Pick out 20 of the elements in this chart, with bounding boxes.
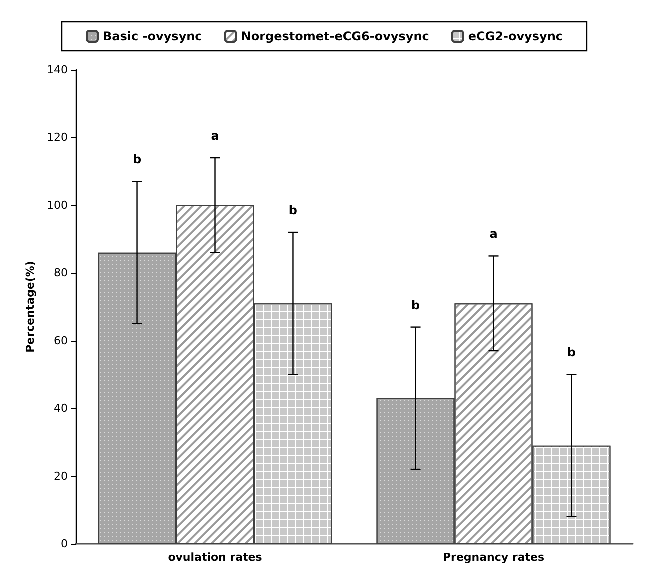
legend-label: eCG2-ovysync xyxy=(468,30,563,44)
annotation: b xyxy=(132,152,142,167)
annotation: a xyxy=(211,129,220,144)
y-tick-label: 60 xyxy=(54,334,68,348)
y-tick-label: 40 xyxy=(54,402,68,416)
y-tick-label: 20 xyxy=(54,470,68,483)
y-tick-label: 100 xyxy=(47,198,68,212)
y-tick-label: 120 xyxy=(47,131,68,144)
legend-label: Basic -ovysync xyxy=(103,30,202,44)
legend-label: Norgestomet-eCG6-ovysync xyxy=(241,30,430,44)
annotation: b xyxy=(567,346,576,360)
annotation: b xyxy=(411,298,420,312)
y-tick-label: 0 xyxy=(61,538,68,550)
y-tick-label: 80 xyxy=(54,266,68,280)
y-tick-label: 140 xyxy=(47,64,68,76)
x-tick-label: Pregnancy rates xyxy=(442,551,545,564)
x-tick-label: ovulation rates xyxy=(168,551,263,564)
annotation: a xyxy=(490,227,498,242)
y-axis-title: Percentage(%) xyxy=(24,261,37,353)
annotation: b xyxy=(288,204,298,218)
